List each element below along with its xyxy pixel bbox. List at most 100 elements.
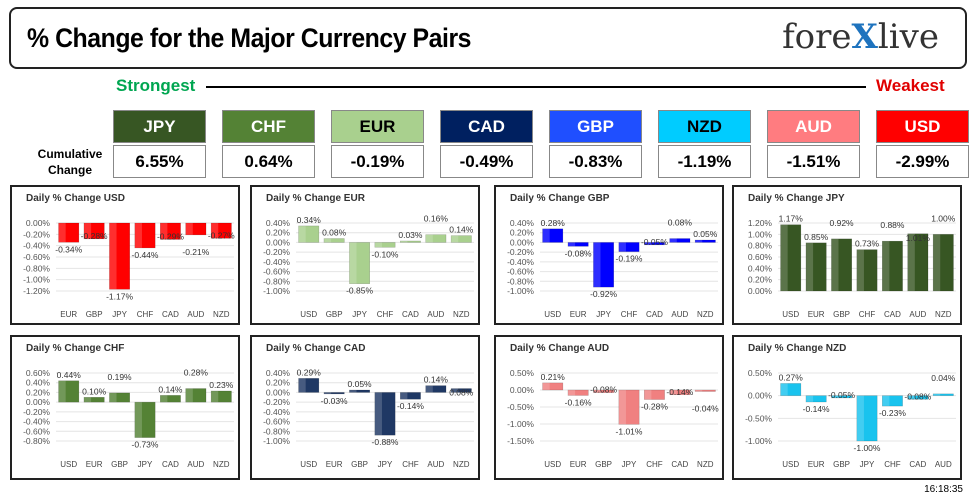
- bar-highlight: [109, 223, 117, 290]
- data-label: -0.03%: [321, 396, 348, 406]
- x-tick-label: CHF: [884, 460, 901, 469]
- cumulative-change-value: -2.99%: [876, 145, 969, 178]
- y-tick-label: 1.20%: [748, 218, 773, 228]
- bar-gbp: [831, 238, 852, 292]
- bar-nzd: [932, 234, 954, 292]
- data-label: 0.14%: [158, 384, 183, 394]
- x-tick-label: AUD: [187, 460, 204, 469]
- y-tick-label: -0.60%: [263, 267, 290, 277]
- bar-cad: [644, 242, 665, 246]
- y-tick-label: 0.00%: [510, 385, 535, 395]
- y-tick-label: -0.50%: [507, 402, 534, 412]
- bar-highlight: [323, 392, 332, 394]
- data-label: 0.27%: [779, 372, 804, 382]
- data-label: 0.92%: [830, 218, 855, 228]
- x-tick-label: JPY: [596, 310, 611, 319]
- x-tick-label: AUD: [935, 460, 952, 469]
- bar-highlight: [83, 397, 92, 403]
- bar-highlight: [400, 240, 408, 243]
- y-tick-label: -0.20%: [263, 247, 290, 257]
- bar-usd: [298, 378, 320, 393]
- bar-aud: [425, 385, 447, 393]
- bar-gbp: [831, 395, 852, 399]
- y-tick-label: 1.00%: [748, 229, 773, 239]
- currency-column-usd: USD -2.99%: [876, 110, 969, 178]
- bar-jpy: [593, 242, 614, 288]
- bar-highlight: [542, 382, 550, 390]
- bar-jpy: [856, 395, 878, 442]
- bar-highlight: [805, 242, 814, 291]
- x-tick-label: NZD: [697, 310, 714, 319]
- y-tick-label: 0.50%: [510, 368, 535, 378]
- bar-highlight: [349, 390, 357, 393]
- x-tick-label: USD: [300, 310, 317, 319]
- x-tick-label: JPY: [352, 310, 367, 319]
- bar-highlight: [567, 390, 576, 396]
- bar-highlight: [425, 385, 433, 393]
- data-label: -0.05%: [828, 390, 855, 400]
- timestamp: 16:18:35: [924, 484, 963, 495]
- x-tick-label: CAD: [671, 460, 688, 469]
- data-label: -0.10%: [372, 249, 399, 259]
- bar-highlight: [185, 223, 193, 235]
- currency-column-cad: CAD -0.49%: [440, 110, 533, 178]
- bar-eur: [805, 395, 827, 403]
- bar-highlight: [907, 395, 915, 400]
- chart-title: Daily % Change GBP: [510, 193, 610, 204]
- bar-nzd: [210, 390, 232, 403]
- currency-column-aud: AUD -1.51%: [767, 110, 860, 178]
- bar-chf: [134, 222, 156, 249]
- y-tick-label: 0.80%: [748, 241, 773, 251]
- bar-highlight: [695, 390, 703, 392]
- chart-panel-aud: Daily % Change AUD 0.50% 0.00% -0.50% -1.00%…: [494, 335, 724, 480]
- cumulative-change-value: -1.19%: [658, 145, 751, 178]
- bar-highlight: [298, 378, 306, 393]
- y-tick-label: -1.00%: [507, 286, 534, 296]
- y-tick-label: -1.50%: [507, 436, 534, 446]
- bar-chf: [644, 389, 665, 400]
- data-label: 0.21%: [541, 372, 566, 382]
- y-tick-label: 0.00%: [510, 237, 535, 247]
- y-tick-label: -0.60%: [507, 267, 534, 277]
- data-label: -0.23%: [879, 408, 906, 418]
- x-tick-label: GBP: [111, 460, 128, 469]
- x-tick-label: JPY: [860, 460, 875, 469]
- bar-cad: [160, 222, 181, 240]
- y-tick-label: 0.50%: [748, 368, 773, 378]
- bar-highlight: [567, 242, 576, 247]
- y-tick-label: 0.20%: [510, 228, 535, 238]
- bar-highlight: [425, 234, 433, 243]
- strength-scale-line: [206, 86, 866, 88]
- bar-usd: [298, 225, 320, 243]
- y-tick-label: -0.40%: [263, 257, 290, 267]
- chart-panel-cad: Daily % Change CAD 0.40% 0.20% 0.00% -0.20% -…: [250, 335, 480, 480]
- data-label: -0.92%: [590, 289, 617, 299]
- bar-chf: [882, 395, 903, 407]
- data-label: 0.08%: [668, 218, 693, 228]
- bar-highlight: [211, 223, 219, 239]
- x-tick-label: USD: [300, 460, 317, 469]
- chart-title: Daily % Change CAD: [266, 343, 366, 354]
- bar-eur: [567, 389, 589, 396]
- data-label: 1.00%: [931, 213, 956, 223]
- y-tick-label: -0.40%: [263, 407, 290, 417]
- bar-cad: [400, 240, 421, 243]
- y-tick-label: -0.80%: [23, 263, 50, 273]
- y-tick-label: 0.20%: [266, 378, 291, 388]
- y-tick-label: 0.40%: [26, 378, 51, 388]
- bar-highlight: [618, 390, 626, 425]
- x-tick-label: GBP: [595, 460, 612, 469]
- currency-name: EUR: [331, 110, 424, 143]
- data-label: 0.05%: [693, 229, 718, 239]
- x-tick-label: CAD: [162, 310, 179, 319]
- x-tick-label: USD: [544, 310, 561, 319]
- currency-name: USD: [876, 110, 969, 143]
- y-tick-label: 0.40%: [266, 368, 291, 378]
- bar-usd: [780, 383, 802, 396]
- data-label: -1.17%: [106, 291, 133, 301]
- bar-highlight: [618, 242, 626, 252]
- bar-eur: [58, 222, 80, 243]
- data-label: 1.17%: [779, 214, 804, 224]
- chart-title: Daily % Change EUR: [266, 193, 365, 204]
